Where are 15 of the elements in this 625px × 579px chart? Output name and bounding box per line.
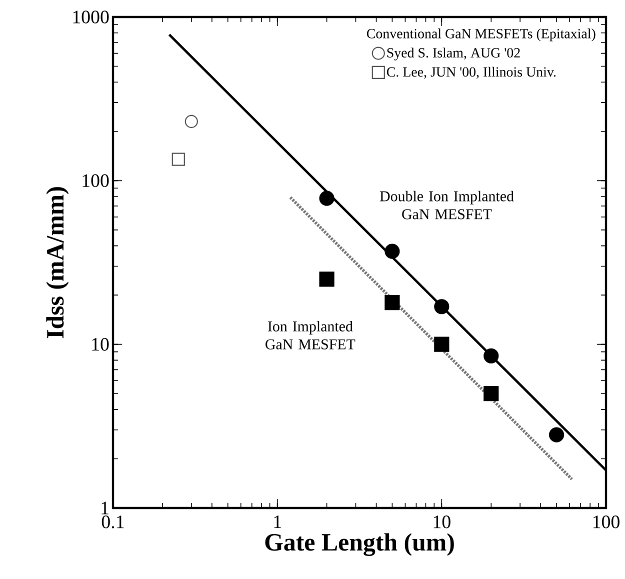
x-tick-label: 0.1 — [102, 516, 124, 528]
y-tick-label: 100 — [82, 174, 109, 188]
x-tick-label: 100 — [593, 516, 620, 528]
x-tick-label: 1 — [274, 516, 281, 528]
y-tick-label: 10 — [92, 338, 109, 351]
y-axis-title: Idss (mA/mm) — [46, 187, 69, 338]
x-axis-title: Gate Length (um) — [265, 533, 454, 556]
legend-label: C. Lee, JUN '00, Illinois Univ. — [386, 66, 556, 79]
y-tick-label: 1000 — [73, 10, 109, 24]
x-tick-label: 10 — [434, 516, 450, 528]
legend-label: Syed S. Islam, AUG '02 — [387, 48, 520, 60]
annotation: Double Ion Implanted GaN MESFET — [380, 190, 514, 220]
annotation: Ion Implanted GaN MESFET — [266, 320, 356, 350]
legend-title: Conventional GaN MESFETs (Epitaxial) — [366, 28, 596, 42]
y-tick-label: 1 — [102, 502, 108, 514]
